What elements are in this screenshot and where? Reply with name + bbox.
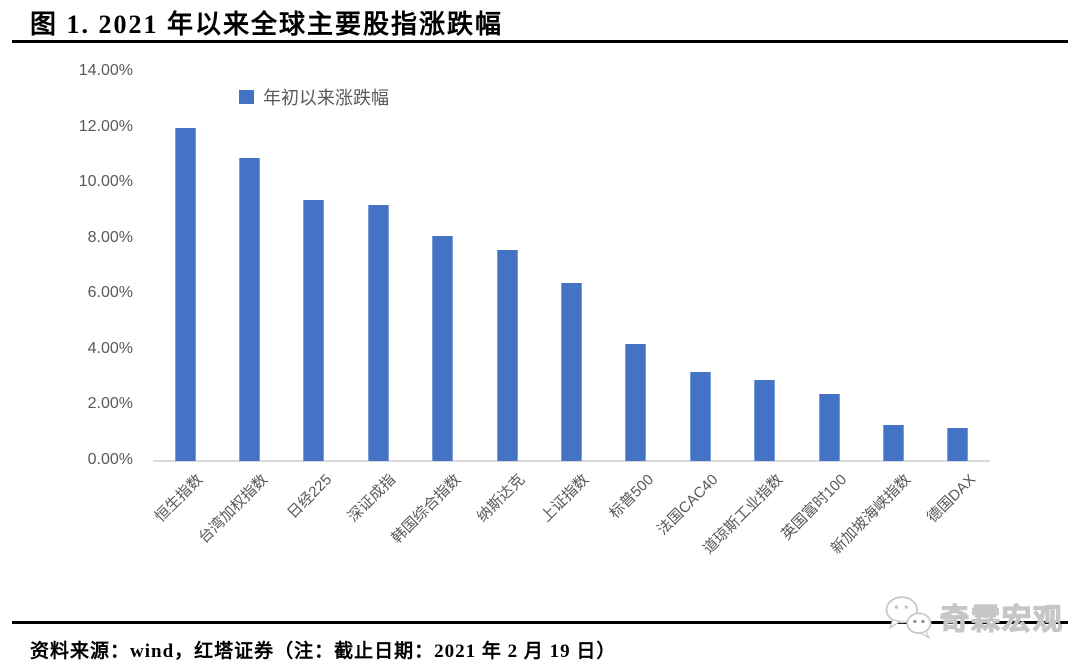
x-axis-label: 标普500 bbox=[606, 471, 658, 523]
y-axis-label: 2.00% bbox=[87, 395, 133, 413]
chart-legend: 年初以来涨跌幅 bbox=[239, 84, 389, 110]
x-axis-label: 恒生指数 bbox=[151, 471, 207, 526]
bar-6 bbox=[561, 283, 582, 461]
footer-divider bbox=[12, 621, 1068, 624]
bar-0 bbox=[174, 127, 196, 461]
x-axis-line bbox=[153, 460, 990, 462]
y-axis-label: 4.00% bbox=[87, 339, 133, 357]
x-axis-label: 日经225 bbox=[284, 471, 336, 523]
legend-swatch bbox=[239, 90, 254, 104]
x-axis-label: 上证指数 bbox=[538, 471, 593, 526]
x-axis-label: 韩国综合指数 bbox=[388, 471, 464, 547]
figure-title: 图 1. 2021 年以来全球主要股指涨跌幅 bbox=[30, 10, 504, 39]
bar-2 bbox=[303, 199, 325, 461]
source-note: 资料来源：wind，红塔证券（注：截止日期：2021 年 2 月 19 日） bbox=[30, 641, 617, 662]
bar-11 bbox=[882, 424, 904, 461]
bar-4 bbox=[432, 235, 454, 461]
y-axis-label: 8.00% bbox=[87, 228, 133, 246]
y-axis-label: 14.00% bbox=[78, 62, 133, 79]
bar-5 bbox=[496, 249, 518, 461]
y-axis-label: 0.00% bbox=[87, 451, 133, 468]
bar-7 bbox=[625, 344, 647, 461]
watermark-text: 奇霖宏观 bbox=[939, 603, 1065, 636]
x-axis-label: 德国DAX bbox=[923, 471, 979, 527]
y-axis-label: 10.00% bbox=[78, 173, 133, 191]
bar-1 bbox=[239, 158, 261, 461]
watermark: 奇霖宏观 bbox=[882, 594, 1064, 640]
bar-8 bbox=[689, 372, 711, 461]
bar-12 bbox=[947, 427, 969, 461]
y-axis-label: 12.00% bbox=[78, 117, 133, 135]
title-divider bbox=[12, 40, 1068, 43]
bar-3 bbox=[367, 205, 389, 461]
bar-10 bbox=[818, 394, 840, 461]
y-axis-label: 6.00% bbox=[87, 284, 133, 302]
wechat-icon bbox=[885, 596, 932, 640]
x-axis-label: 纳斯达克 bbox=[473, 471, 529, 526]
bar-9 bbox=[754, 380, 776, 461]
legend-label: 年初以来涨跌幅 bbox=[263, 88, 389, 108]
x-axis-label: 深证成指 bbox=[345, 471, 400, 526]
